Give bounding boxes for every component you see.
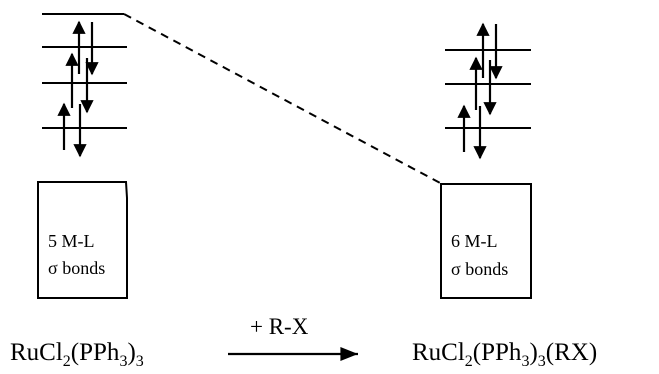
right-box-line-1: 6 M-L <box>451 231 498 251</box>
right-orbital-levels <box>445 49 531 129</box>
reagent-label: + R-X <box>250 314 309 339</box>
left-formula: RuCl2(PPh3)3 <box>10 339 144 370</box>
right-bond-box: 6 M-L σ bonds <box>440 183 532 299</box>
left-electron-arrows <box>57 20 99 158</box>
right-formula: RuCl2(PPh3)3(RX) <box>412 339 597 370</box>
left-bond-box: 5 M-L σ bonds <box>37 181 128 299</box>
correlation-dashed-line <box>123 13 443 185</box>
right-bond-box-outline <box>440 183 532 299</box>
right-electron-arrows <box>457 22 503 160</box>
left-bond-box-outline <box>37 181 128 299</box>
left-box-line-1: 5 M-L <box>48 231 95 251</box>
left-box-line-2: σ bonds <box>48 258 105 278</box>
left-orbital-levels <box>42 13 127 129</box>
right-box-line-2: σ bonds <box>451 259 508 279</box>
